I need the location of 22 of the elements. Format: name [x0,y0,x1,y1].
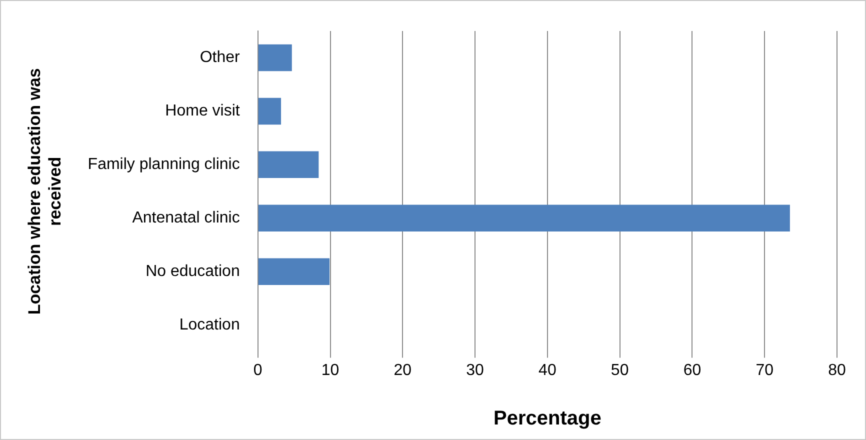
bar [258,98,282,125]
x-tick-label: 50 [610,362,629,379]
bar [258,204,790,232]
x-tick-label: 0 [253,362,262,379]
x-tick-label: 60 [683,362,702,379]
x-tick-label: 80 [828,362,846,379]
y-tick-label: Family planning clinic [88,156,240,174]
x-tick-label: 30 [466,362,484,379]
x-tick-label: 40 [538,362,556,379]
x-tick-label: 10 [321,362,340,379]
y-tick-label: Antenatal clinic [132,210,240,227]
y-tick-label: Other [200,49,241,66]
y-tick-label: No education [146,263,240,280]
x-tick-label: 20 [394,362,412,379]
x-axis-title: Percentage [494,408,602,430]
bar [258,44,292,72]
x-tick-label: 70 [756,362,774,379]
y-axis-title: Location where education was received [24,68,64,315]
y-tick-label: Home visit [165,102,240,120]
y-tick-label: Location [179,316,240,334]
bar [258,258,330,285]
bar [258,151,319,178]
